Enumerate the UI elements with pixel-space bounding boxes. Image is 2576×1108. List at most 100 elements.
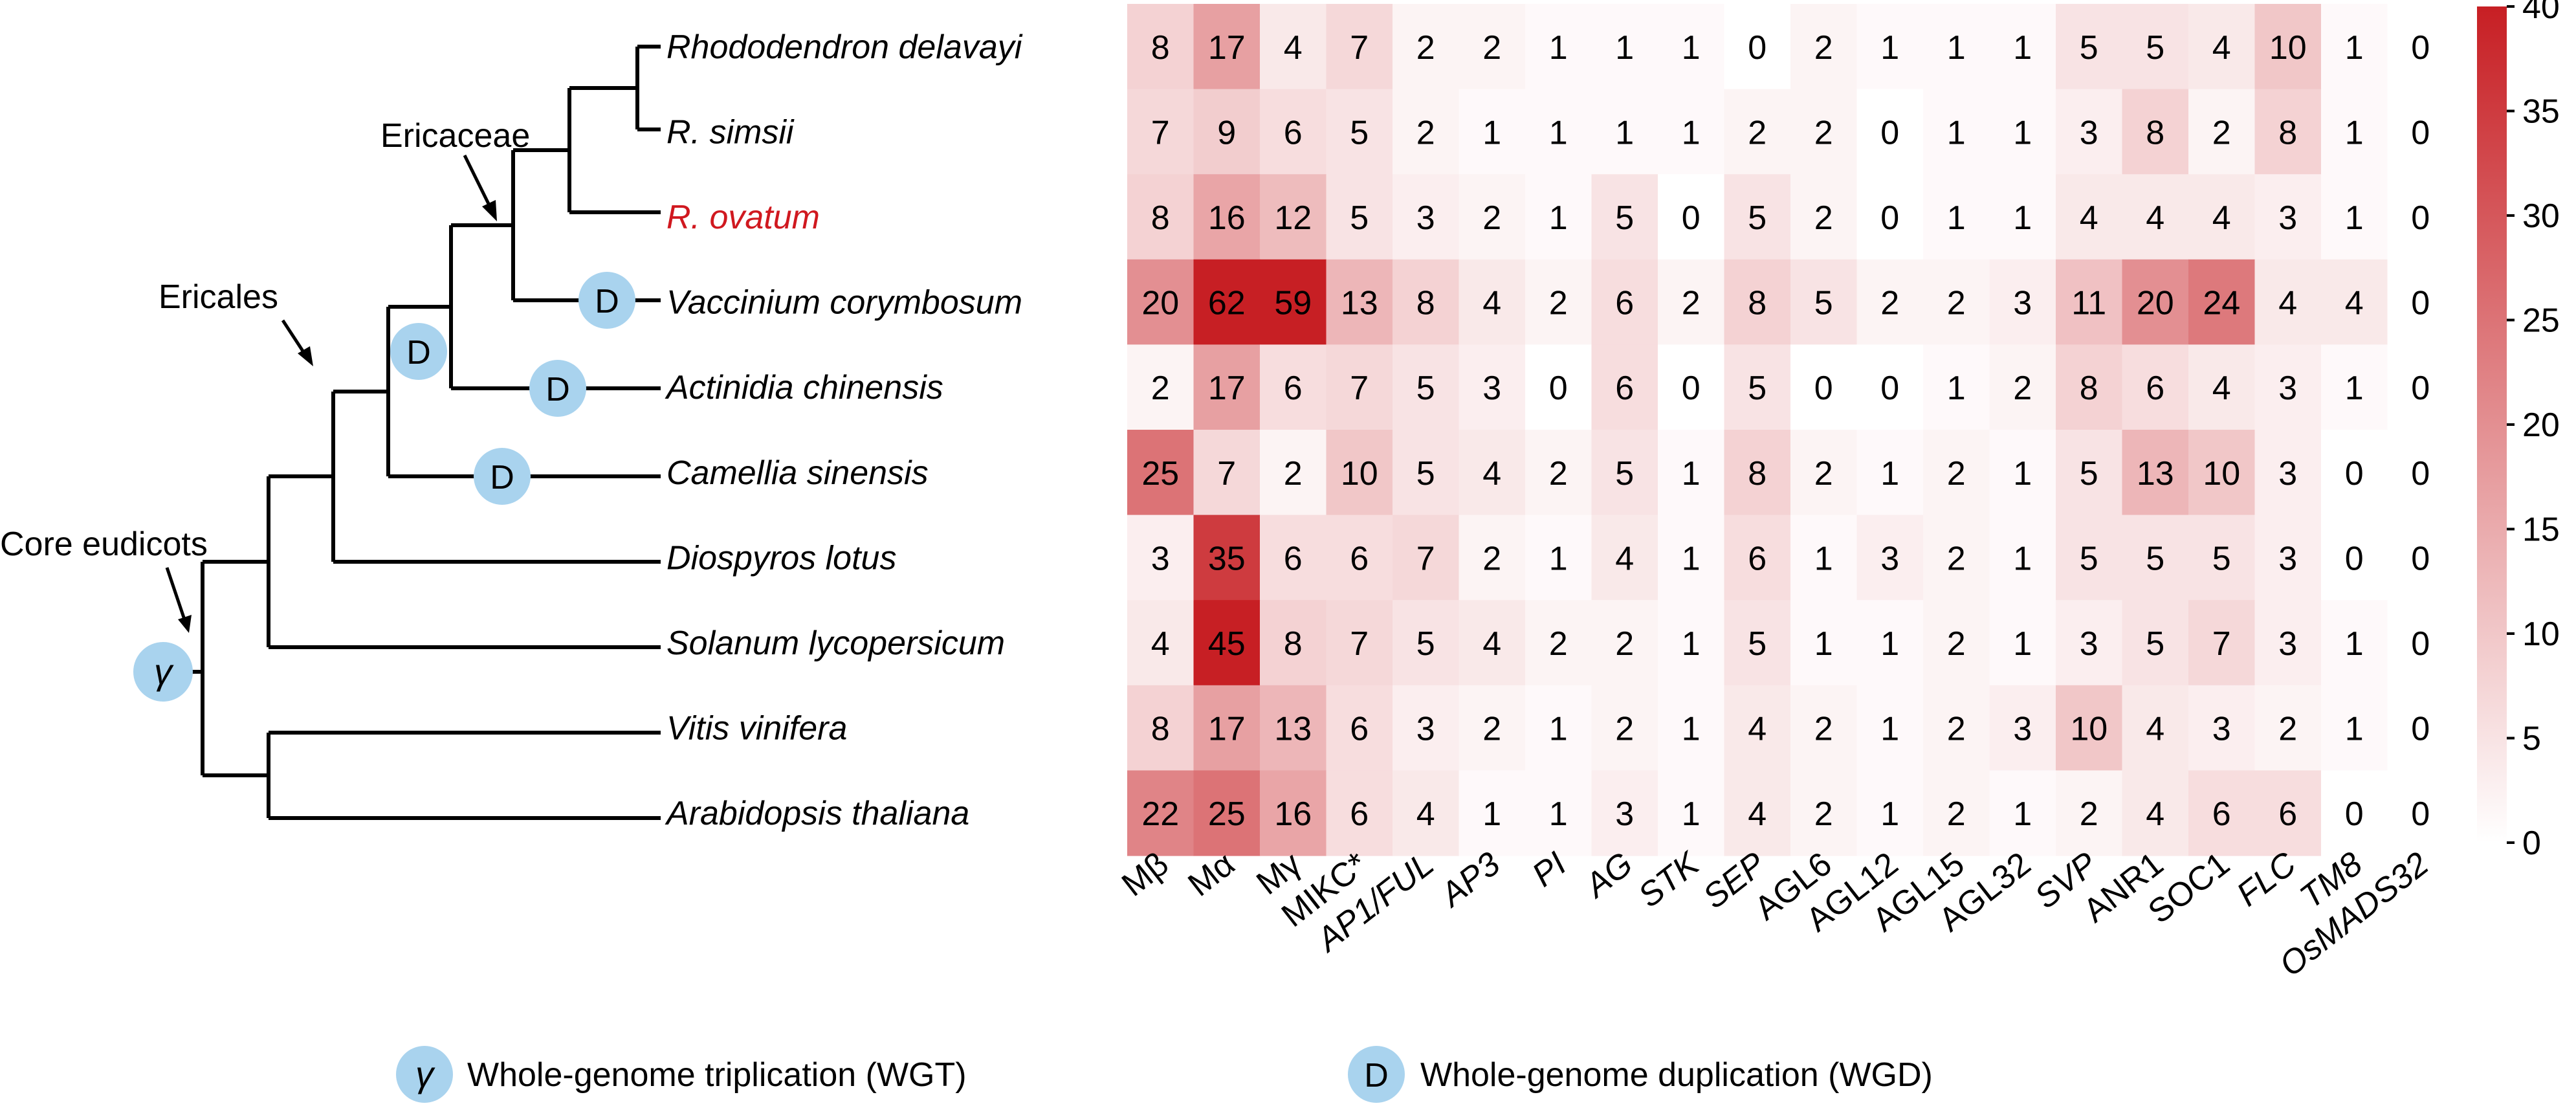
cell-value: 1 [1549,29,1568,67]
tree-branch [267,731,661,820]
heatmap-cell [1393,430,1460,516]
colorbar-tick-label: 15 [2522,511,2560,549]
cell-value: 5 [2212,540,2231,577]
heatmap-cell [1393,259,1460,345]
cell-value: 1 [1549,114,1568,151]
heatmap-cell [1193,685,1260,771]
heatmap-cell [2056,515,2123,601]
cell-value: 6 [2146,370,2164,407]
cell-value: 2 [1482,29,1501,67]
cell-value: 1 [1682,114,1701,151]
heatmap-cell [1326,685,1393,771]
cell-value: 3 [2013,711,2032,748]
cell-value: 0 [1682,199,1701,237]
cell-value: 6 [1350,795,1369,833]
heatmap-cell [1326,600,1393,686]
heatmap-cell [2122,770,2189,856]
heatmap-cell [1923,430,1990,516]
heatmap-cell [1658,600,1725,686]
tree-branch [567,86,661,214]
colorbar-ticks: 0 5 10 15 20 25 30 35 40 [2507,0,2560,862]
heatmap-cell [1326,4,1393,90]
cell-value: 6 [2278,795,2297,833]
cell-value: 2 [1880,285,1899,322]
heatmap-cell [1658,89,1725,175]
heatmap-cell [1989,89,2056,175]
heatmap-cell [2254,174,2322,260]
heatmap-cell [2387,685,2454,771]
heatmap-cell [2056,344,2123,430]
heatmap-cell [1923,174,1990,260]
heatmap-cell [1393,344,1460,430]
cell-value: 4 [2212,199,2231,237]
cell-value: 8 [2278,114,2297,151]
heatmap-cell [1856,344,1924,430]
heatmap-cell [2254,4,2322,90]
cell-value: 0 [1880,114,1899,151]
wgd-symbol: D [595,283,619,320]
heatmap-cell [1591,770,1658,856]
cell-value: 5 [2080,455,2098,493]
cell-value: 8 [2080,370,2098,407]
cell-value: 4 [2278,285,2297,322]
wgd-marker: D [390,323,447,380]
clade-annotations: Ericaceae Ericales Core eudicots [0,117,530,633]
cell-value: 5 [1416,625,1435,663]
heatmap-cell [1260,89,1327,175]
heatmap-cell [2321,174,2388,260]
heatmap-cell [1326,515,1393,601]
heatmap-cell [1459,600,1526,686]
heatmap-cell [1127,4,1194,90]
colorbar-gradient [2477,6,2507,843]
heatmap-cell [1856,600,1924,686]
cell-value: 1 [2345,114,2364,151]
heatmap-cell [1724,770,1791,856]
cell-value: 11 [2071,285,2106,322]
heatmap-cell [1724,344,1791,430]
wgd-symbol: D [490,459,514,496]
heatmap-cell [1525,685,1592,771]
cell-value: 2 [1416,29,1435,67]
tree-branch [201,560,269,777]
cell-value: 16 [1274,795,1312,833]
legend-wgd-symbol: D [1364,1057,1389,1094]
species-labels: Rhododendron delavayi R. simsii R. ovatum V… [665,28,1023,832]
heatmap-cell [1127,174,1194,260]
cell-value: 0 [2345,540,2364,577]
heatmap-cell [1989,600,2056,686]
heatmap-cell [1658,685,1725,771]
cell-value: 8 [1151,29,1170,67]
cell-value: 4 [1416,795,1435,833]
cell-value: 1 [2013,199,2032,237]
heatmap-cell [1790,89,1858,175]
heatmap-cell [1459,685,1526,771]
cell-value: 1 [1682,455,1701,493]
cell-value: 2 [1482,540,1501,577]
colorbar-tick-label: 35 [2522,93,2560,131]
cell-value: 1 [1482,795,1501,833]
heatmap-cell [1525,430,1592,516]
heatmap-cell [1790,4,1858,90]
cell-value: 2 [1814,455,1833,493]
cell-value: 7 [1350,29,1369,67]
cell-value: 4 [1748,795,1767,833]
cell-value: 1 [2013,29,2032,67]
legend: γ Whole-genome triplication (WGT) D Whol… [396,1046,1933,1103]
heatmap-cell [1260,430,1327,516]
cell-value: 5 [1748,625,1767,663]
cell-value: 0 [2345,795,2364,833]
heatmap-cell [1591,600,1658,686]
cell-value: 6 [1615,370,1634,407]
heatmap-cell [2254,89,2322,175]
wgd-symbol: D [406,334,431,371]
heatmap-cell [1260,174,1327,260]
cell-value: 3 [2278,199,2297,237]
species-label: Actinidia chinensis [665,369,943,406]
cell-value: 7 [1350,370,1369,407]
heatmap-cell [2321,344,2388,430]
cell-value: 8 [1748,455,1767,493]
heatmap-cell [1127,89,1194,175]
species-label: Vitis vinifera [666,710,847,748]
heatmap-cell [2122,685,2189,771]
heatmap-cell [1260,600,1327,686]
